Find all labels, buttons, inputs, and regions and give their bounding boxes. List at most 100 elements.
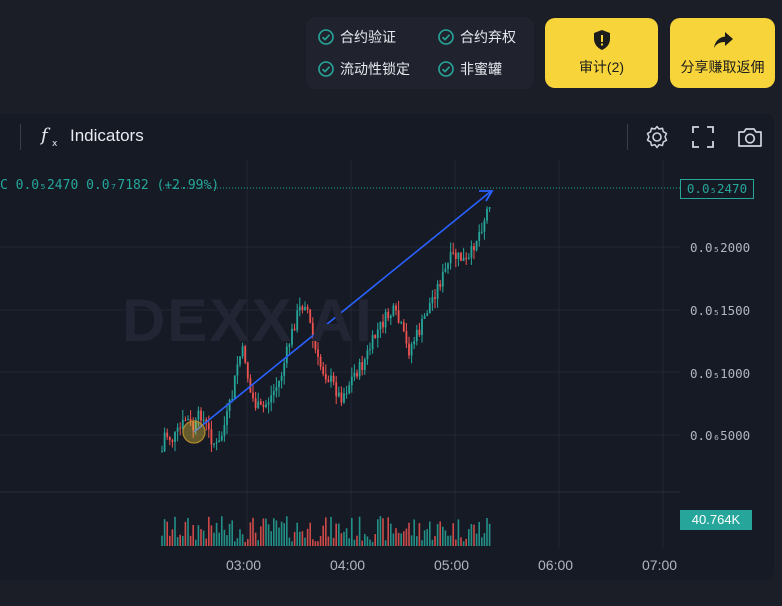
volume-bar: [163, 519, 166, 546]
price-tick: 0.0₅1000: [690, 366, 751, 381]
volume-bar: [202, 530, 205, 546]
volume-bar: [421, 540, 423, 546]
candle-body: [374, 335, 377, 338]
candle-body: [244, 346, 247, 363]
volume-bar: [299, 531, 301, 546]
candle-body: [161, 451, 163, 453]
candle-body: [376, 329, 379, 338]
volume-bar: [369, 539, 371, 546]
candle-body: [369, 349, 371, 351]
volume-bar: [267, 524, 270, 546]
indicators-button[interactable]: f x Indicators: [40, 124, 144, 148]
candle-body: [452, 252, 455, 254]
volume-bar: [351, 517, 353, 546]
candle-body: [309, 309, 312, 323]
volume-bar: [358, 516, 361, 546]
camera-screenshot-icon[interactable]: [737, 124, 763, 150]
check-label: 非蜜罐: [460, 61, 502, 77]
candle-body: [306, 307, 309, 310]
volume-bar: [210, 525, 213, 546]
volume-bar: [470, 523, 473, 546]
volume-bar: [418, 523, 421, 546]
toolbar-divider: [20, 124, 21, 150]
candle-body: [293, 328, 296, 331]
candle-body: [382, 321, 384, 328]
volume-bar: [473, 524, 475, 546]
candle-body: [215, 442, 218, 444]
share-earn-button[interactable]: 分享赚取返佣: [670, 18, 775, 88]
candle-body: [319, 356, 322, 367]
candle-body: [246, 362, 249, 379]
volume-bar: [166, 521, 168, 546]
candle-body: [259, 401, 262, 405]
volume-bar: [270, 531, 272, 546]
candle-body: [226, 411, 228, 425]
candle-body: [441, 271, 444, 287]
audit-button[interactable]: 审计(2): [545, 18, 658, 88]
check-contract-verified: 合约验证: [318, 27, 396, 47]
check-label: 合约弃权: [460, 29, 516, 45]
volume-bar: [400, 533, 402, 546]
candle-body: [181, 419, 184, 429]
candle-body: [332, 375, 335, 383]
candle-body: [262, 404, 265, 408]
candle-body: [210, 429, 213, 445]
volume-bar: [413, 519, 415, 546]
volume-bar: [231, 520, 233, 546]
candle-body: [353, 372, 356, 377]
check-circle-icon: [438, 61, 454, 77]
watermark: DEXX AI: [122, 287, 374, 354]
fullscreen-icon[interactable]: [690, 124, 716, 150]
candle-body: [187, 418, 189, 420]
candle-body: [475, 240, 478, 251]
volume-bar: [343, 531, 345, 546]
volume-bar: [338, 523, 340, 546]
candle-body: [179, 427, 182, 429]
volume-bar: [215, 522, 218, 546]
volume-bar: [189, 535, 192, 546]
check-circle-icon: [318, 29, 334, 45]
volume-bar: [205, 538, 207, 546]
toolbar-divider: [627, 124, 628, 150]
volume-bar: [241, 534, 244, 546]
candle-body: [272, 391, 275, 396]
candle-body: [460, 252, 462, 261]
volume-bar: [447, 535, 449, 546]
candle-body: [350, 376, 353, 386]
candle-body: [327, 379, 330, 382]
candle-body: [324, 373, 327, 380]
settings-gear-icon[interactable]: [644, 124, 670, 150]
candle-body: [473, 246, 475, 251]
volume-bar: [361, 540, 363, 546]
candle-body: [408, 343, 410, 356]
candle-body: [176, 427, 179, 432]
volume-bar: [223, 529, 226, 546]
candle-body: [174, 431, 176, 442]
candle-body: [444, 268, 447, 272]
candle-body: [392, 305, 395, 316]
candle-body: [395, 305, 397, 311]
volume-bar: [200, 529, 202, 546]
security-checks-panel: 合约验证 合约弃权 流动性锁定 非蜜罐: [306, 17, 534, 89]
candle-body: [410, 344, 413, 356]
shield-alert-icon: [593, 30, 610, 50]
candle-body: [361, 362, 364, 370]
candle-body: [257, 401, 260, 409]
candle-body: [194, 419, 197, 431]
candle-body: [387, 311, 390, 319]
volume-bar: [314, 541, 317, 546]
volume-bar: [397, 532, 400, 546]
candle-body: [220, 435, 223, 441]
volume-bar: [254, 532, 257, 546]
candle-body: [415, 329, 418, 342]
candle-body: [228, 400, 231, 412]
volume-bar: [252, 517, 254, 546]
candle-body: [265, 404, 267, 408]
volume-bar: [169, 535, 171, 546]
volume-bar: [410, 535, 413, 546]
check-not-honeypot: 非蜜罐: [438, 59, 502, 79]
candle-body: [322, 366, 325, 374]
candle-body: [454, 252, 457, 259]
check-contract-renounced: 合约弃权: [438, 27, 516, 47]
